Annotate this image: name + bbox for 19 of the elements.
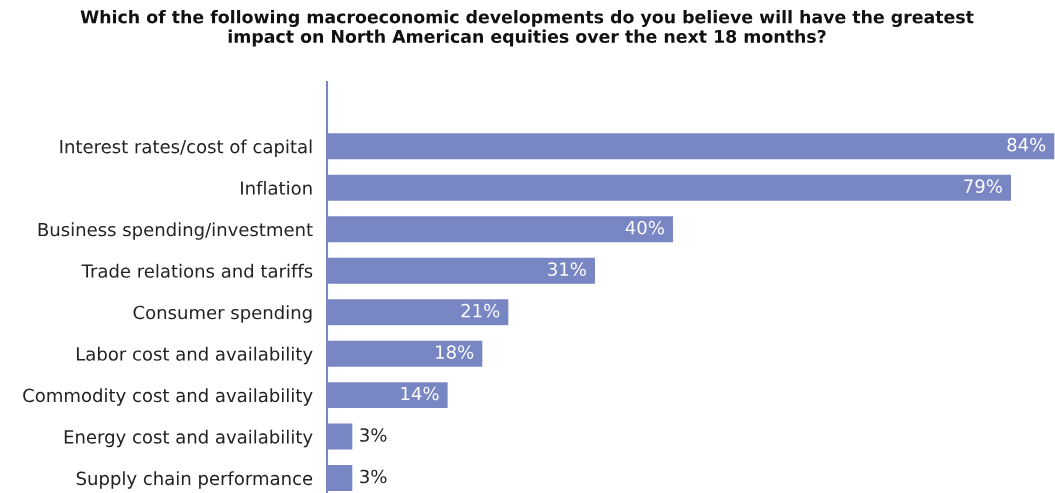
y-tick-label: Interest rates/cost of capital xyxy=(60,139,312,157)
y-tick-label: Business spending/investment xyxy=(38,222,313,240)
data-label: 3% xyxy=(360,428,387,442)
y-tick-label: Commodity cost and availability xyxy=(23,388,313,406)
data-label: 18% xyxy=(436,345,474,359)
data-label: 84% xyxy=(1007,137,1046,152)
data-label: 21% xyxy=(461,303,500,318)
y-tick-label: Consumer spending xyxy=(133,305,312,323)
y-tick-label: Inflation xyxy=(241,180,312,195)
data-label: 3% xyxy=(360,469,387,484)
y-tick-label: Supply chain performance xyxy=(76,471,313,489)
data-label: 31% xyxy=(548,262,586,276)
chart-title: Which of the following macroeconomic developments do you believe will have the greatest impact on North American equities over the next 18 months? xyxy=(80,10,974,47)
y-tick-label: Labor cost and availability xyxy=(76,346,313,365)
data-label: 40% xyxy=(625,220,664,235)
y-tick-label: Trade relations and tariffs xyxy=(81,263,313,278)
data-label: 79% xyxy=(964,179,1002,193)
y-tick-label: Energy cost and availability xyxy=(64,429,313,448)
data-label: 14% xyxy=(401,386,439,401)
